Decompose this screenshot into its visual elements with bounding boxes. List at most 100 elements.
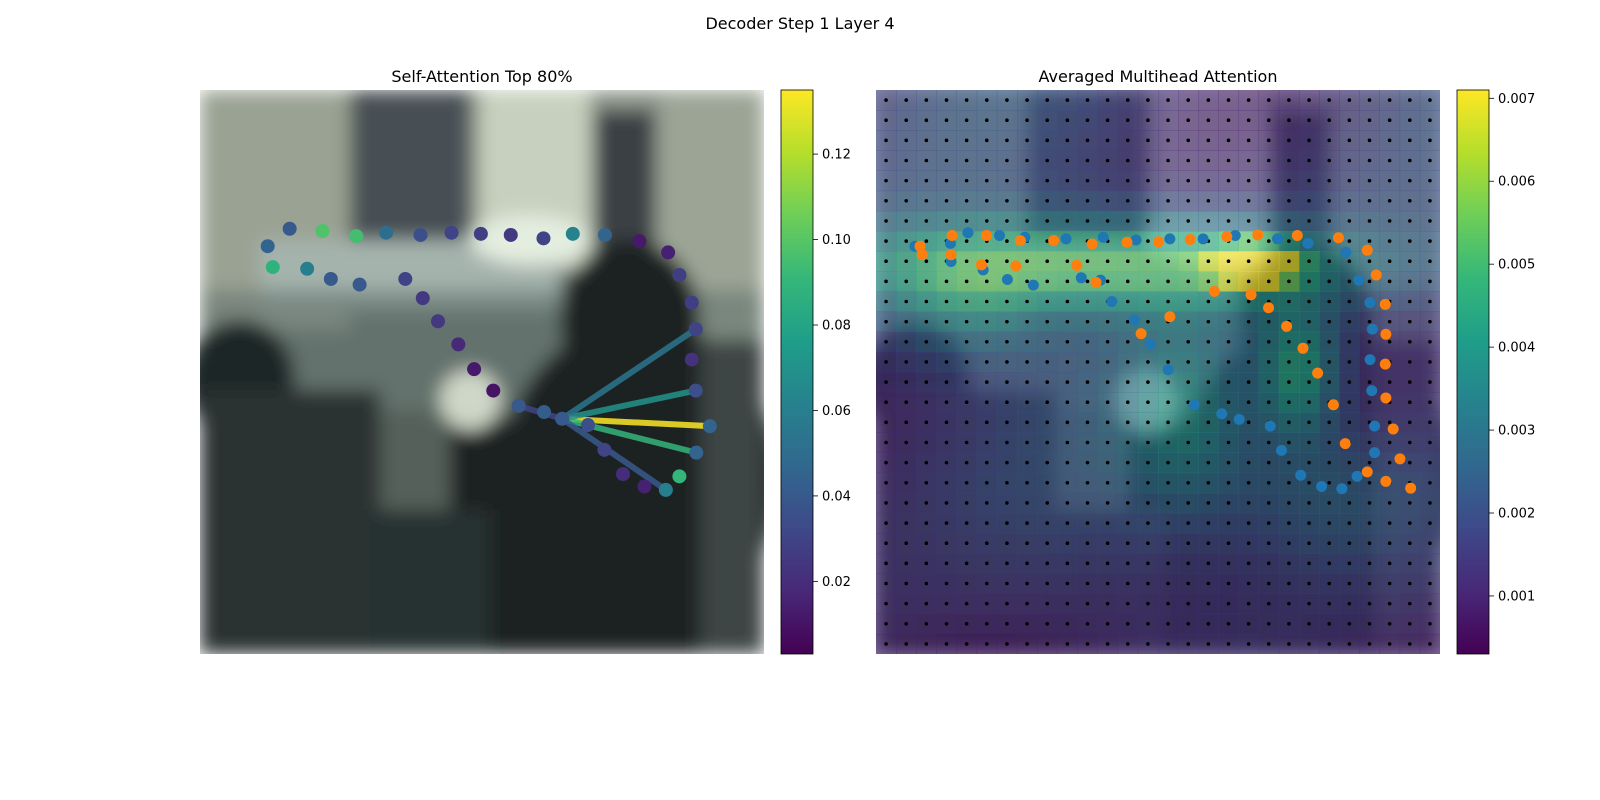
grid-dot: [1367, 239, 1372, 243]
grid-dot: [984, 581, 989, 586]
grid-dot: [1065, 279, 1070, 284]
grid-dot: [1246, 339, 1251, 344]
grid-dot: [1065, 501, 1070, 505]
grid-dot: [1428, 319, 1432, 324]
grid-dot: [1005, 541, 1009, 546]
grid-dot: [1226, 541, 1231, 546]
grid-dot: [1246, 581, 1251, 586]
grid-dot: [944, 440, 949, 445]
colorbar-tick-label: 0.06: [822, 404, 851, 419]
grid-dot: [884, 440, 888, 445]
grid-dot: [1246, 601, 1251, 606]
keypoint-orange-30: [1263, 302, 1275, 314]
grid-dot: [1045, 521, 1050, 525]
grid-dot: [884, 259, 888, 264]
grid-dot: [1005, 299, 1009, 304]
grid-dot: [1005, 581, 1009, 586]
grid-dot: [1065, 561, 1070, 566]
grid-dot: [1327, 118, 1332, 123]
grid-dot: [1226, 118, 1231, 123]
grid-dot: [1327, 380, 1332, 384]
keypoint-blue-13: [1340, 246, 1352, 258]
grid-dot: [904, 118, 909, 123]
grid-dot: [1025, 219, 1029, 223]
grid-dot: [1005, 219, 1009, 223]
grid-dot: [944, 541, 949, 546]
grid-dot: [884, 299, 888, 304]
grid-dot: [1387, 279, 1392, 284]
attention-point-11: [597, 227, 612, 242]
grid-dot: [1005, 118, 1009, 123]
grid-dot: [1005, 158, 1009, 163]
grid-dot: [1045, 601, 1050, 606]
grid-dot: [1186, 460, 1191, 465]
grid-dot: [964, 118, 969, 123]
attention-point-13: [661, 245, 676, 260]
grid-dot: [1045, 239, 1050, 243]
grid-dot: [1367, 480, 1372, 485]
grid-dot: [1327, 642, 1332, 646]
grid-dot: [1146, 380, 1150, 384]
grid-dot: [984, 501, 989, 505]
grid-dot: [1206, 118, 1211, 123]
grid-dot: [1246, 319, 1251, 324]
grid-dot: [1428, 521, 1432, 525]
grid-dot: [904, 98, 909, 102]
grid-dot: [1025, 299, 1029, 304]
grid-dot: [1287, 440, 1291, 445]
grid-dot: [1226, 581, 1231, 586]
grid-dot: [1226, 561, 1231, 566]
grid-dot: [1246, 400, 1251, 405]
grid-dot: [1105, 642, 1110, 646]
grid-dot: [1105, 198, 1110, 203]
grid-dot: [1065, 98, 1070, 102]
grid-dot: [1287, 198, 1291, 203]
grid-dot: [1287, 360, 1291, 364]
grid-dot: [1266, 541, 1271, 546]
grid-dot: [1246, 360, 1251, 364]
grid-dot: [1166, 380, 1170, 384]
grid-dot: [964, 642, 969, 646]
grid-dot: [1246, 380, 1251, 384]
grid-dot: [1327, 259, 1332, 264]
grid-dot: [1125, 360, 1130, 364]
grid-dot: [944, 642, 949, 646]
grid-dot: [1166, 98, 1170, 102]
grid-dot: [1005, 360, 1009, 364]
grid-dot: [984, 460, 989, 465]
grid-dot: [924, 339, 929, 344]
attention-point-38: [300, 261, 315, 276]
grid-dot: [1367, 198, 1372, 203]
grid-dot: [1387, 178, 1392, 183]
grid-dot: [1206, 158, 1211, 163]
grid-dot: [1146, 319, 1150, 324]
grid-dot: [1105, 480, 1110, 485]
grid-dot: [1347, 581, 1352, 586]
attention-point-21: [672, 469, 687, 484]
grid-dot: [944, 420, 949, 425]
grid-dot: [1407, 299, 1412, 304]
grid-dot: [1085, 420, 1090, 425]
grid-dot: [924, 239, 929, 243]
grid-dot: [1166, 178, 1170, 183]
grid-dot: [1025, 339, 1029, 344]
grid-dot: [1287, 178, 1291, 183]
grid-dot: [1186, 198, 1191, 203]
grid-dot: [984, 319, 989, 324]
grid-dot: [904, 339, 909, 344]
grid-dot: [904, 601, 909, 606]
grid-dot: [1226, 339, 1231, 344]
self-attention-title: Self-Attention Top 80%: [391, 67, 572, 86]
grid-dot: [924, 380, 929, 384]
grid-dot: [1146, 440, 1150, 445]
keypoint-orange-25: [1339, 438, 1351, 450]
grid-dot: [984, 360, 989, 364]
grid-dot: [1025, 98, 1029, 102]
grid-dot: [1428, 118, 1432, 123]
grid-dot: [1307, 400, 1311, 405]
grid-dot: [944, 400, 949, 405]
left-background-photo: [200, 90, 764, 654]
grid-dot: [1045, 440, 1050, 445]
grid-dot: [884, 198, 888, 203]
grid-dot: [1025, 541, 1029, 546]
